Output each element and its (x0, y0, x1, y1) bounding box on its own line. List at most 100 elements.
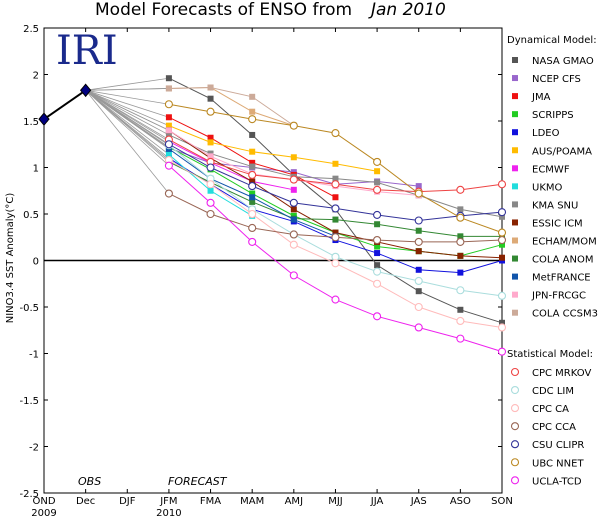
legend: Dynamical Model: Statistical Model: NASA… (507, 35, 598, 487)
x-tick-label: Dec (76, 496, 95, 507)
legend-label-ucla-tcd: UCLA-TCD (532, 476, 582, 487)
legend-label-jpn-frcgc: JPN-FRCGC (531, 291, 586, 302)
plot-area: -2.5 -2 -1.5 -1 -0.5 0 0.5 1 1.5 2 2.5 OND Dec DJF JFM… (19, 24, 512, 519)
series-cpc-cca (85, 90, 507, 246)
series-point (249, 190, 256, 197)
legend-marker-scripps (512, 111, 518, 118)
series-point (164, 161, 173, 170)
series-point (165, 151, 172, 158)
legend-marker-echam-mom (512, 237, 518, 244)
series-point (457, 206, 464, 213)
series-point (373, 235, 382, 245)
legend-label-scripps: SCRIPPS (532, 110, 574, 121)
legend-label-ncep-cfs: NCEP CFS (532, 74, 581, 85)
legend-marker-metfrance (512, 273, 518, 280)
series-point (249, 131, 256, 138)
series-point (290, 216, 297, 223)
legend-marker-cpc-ca (510, 404, 520, 413)
series-point (332, 229, 339, 236)
series-point (497, 291, 507, 300)
series-point (207, 139, 214, 146)
y-tick-label: 0.5 (23, 210, 39, 221)
observed-point (38, 112, 50, 126)
series-point (497, 208, 507, 217)
series-point (332, 175, 339, 182)
connector-line (85, 89, 170, 127)
series-point (414, 323, 423, 332)
legend-label-jma: JMA (531, 92, 551, 103)
series-point (499, 254, 505, 261)
series-point (414, 302, 423, 312)
series-point (373, 312, 382, 321)
series-point (414, 237, 423, 246)
series-point (374, 221, 381, 228)
legend-marker-ubc-nnet (510, 458, 520, 467)
y-tick-label: 1.5 (23, 117, 39, 128)
series-point (497, 235, 507, 245)
legend-label-cola-ccsm3: COLA CCSM3 (532, 309, 598, 320)
series-point (248, 115, 257, 124)
series-point (373, 157, 382, 166)
x-tick-label: ASO (450, 496, 471, 507)
series-point (165, 131, 172, 138)
x-tick-label: MAM (240, 496, 264, 507)
series-ubc-nnet (85, 89, 507, 237)
series-point (165, 75, 172, 82)
series-point (415, 227, 422, 234)
connector-line (85, 88, 169, 91)
series-point (374, 243, 381, 250)
series-point (331, 295, 340, 304)
series-point (415, 248, 422, 255)
series-line (168, 141, 294, 191)
y-tick-label: -1.5 (19, 396, 39, 407)
series-point (206, 107, 215, 116)
series-point (290, 186, 297, 193)
x-tick-label: JFM (159, 496, 177, 507)
obs-annotation: OBS (78, 475, 101, 488)
legend-label-ubc-nnet: UBC NNET (532, 458, 584, 469)
legend-marker-csu-clipr (510, 440, 520, 449)
series-point (207, 95, 214, 102)
observed-line (43, 89, 87, 120)
series-point (497, 347, 507, 356)
series-point (457, 233, 464, 240)
series-point (456, 316, 465, 326)
connector-line (85, 89, 170, 140)
series-point (249, 198, 256, 205)
legend-label-metfrance: MetFRANCE (532, 273, 591, 284)
series-point (457, 252, 464, 259)
legend-label-essic-icm: ESSIC ICM (532, 218, 583, 229)
legend-marker-aus-poama (512, 147, 518, 154)
series-point (374, 168, 381, 175)
legend-marker-kma-snu (512, 201, 518, 208)
series-point (289, 271, 298, 280)
chart-title-date: Jan 2010 (368, 0, 446, 20)
series-line (168, 125, 378, 172)
series-point (165, 85, 172, 92)
y-tick-label: 2.5 (23, 24, 39, 35)
series-point (164, 140, 173, 149)
series-point (332, 216, 339, 223)
x-tick-label: DJF (119, 496, 136, 507)
series-point (207, 134, 214, 141)
series-cpc-ca (85, 90, 507, 332)
legend-label-echam-mom: ECHAM/MOM (532, 237, 597, 248)
y-tick-label: -1 (29, 350, 39, 361)
legend-marker-cpc-mrkov (510, 367, 520, 377)
series-point (331, 204, 340, 213)
series-point (414, 216, 423, 225)
series-point (457, 306, 464, 313)
series-point (373, 279, 382, 288)
legend-label-ldeo: LDEO (532, 128, 560, 139)
x-tick-label: JAS (410, 496, 427, 507)
series-point (289, 198, 298, 207)
series-point (332, 160, 339, 167)
series-point (164, 100, 173, 109)
legend-marker-ukmo (512, 183, 518, 190)
connector-line (85, 89, 170, 131)
series-point (456, 334, 465, 343)
series-echam-mom (85, 84, 297, 129)
series-point (497, 180, 507, 189)
series-line (168, 103, 503, 234)
series-cdc-lim (85, 89, 507, 300)
